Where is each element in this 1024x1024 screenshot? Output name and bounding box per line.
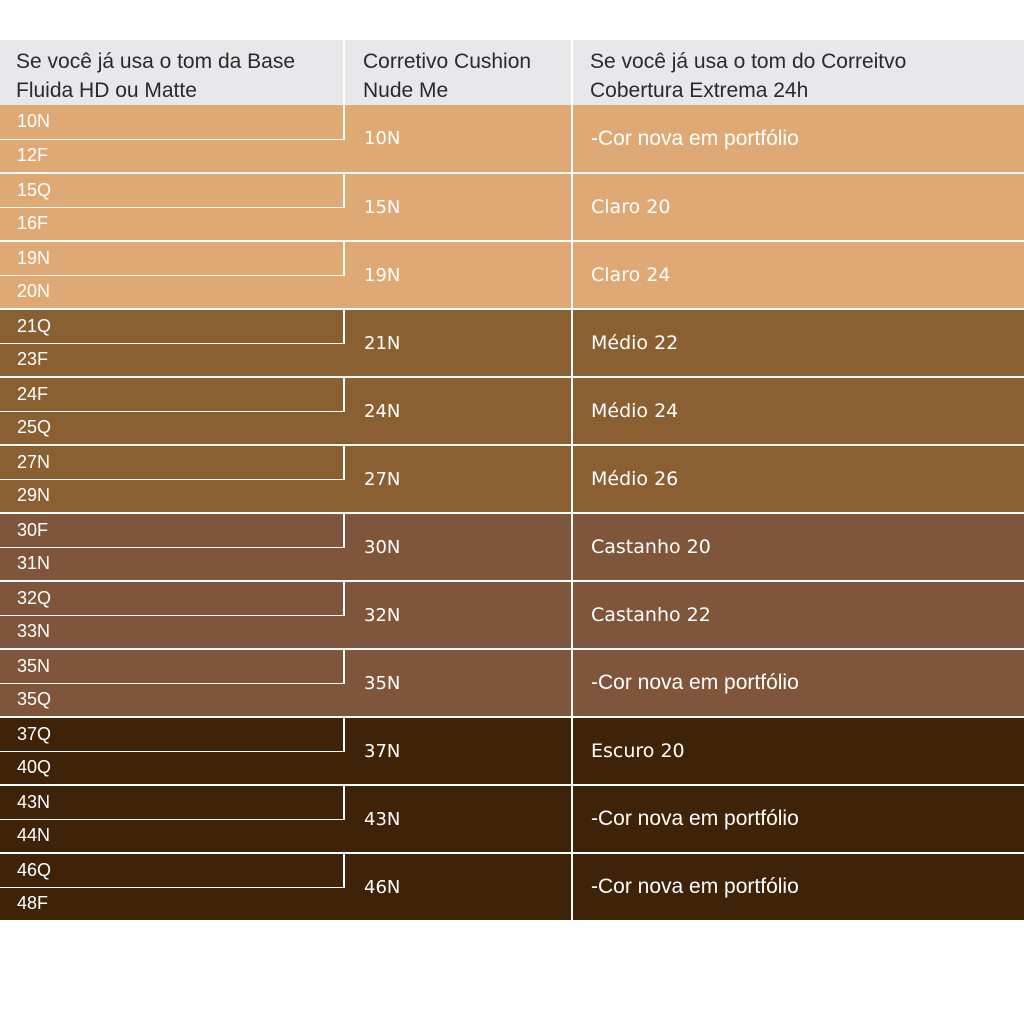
header-extrema-line2: Cobertura Extrema 24h: [590, 79, 809, 102]
base-shade-cell: 37Q: [0, 717, 345, 752]
base-shade-cell: 23F: [0, 343, 344, 378]
header-cushion-line2: Nude Me: [363, 79, 449, 102]
base-shade-cell: 15Q: [0, 173, 345, 208]
cushion-shade-cell: 15N: [344, 173, 573, 242]
cushion-shade-cell: 43N: [344, 785, 573, 854]
extrema-shade-cell: Claro 20: [572, 173, 1024, 242]
table-row: 44N: [0, 819, 1024, 854]
extrema-shade-cell: Claro 24: [572, 241, 1024, 310]
cushion-shade-cell: 30N: [344, 513, 573, 582]
table-row: 15Q 15N Claro 20: [0, 173, 1024, 242]
table-row: 23F: [0, 343, 1024, 378]
cushion-shade-cell: 35N: [344, 649, 573, 718]
base-shade-cell: 46Q: [0, 853, 345, 888]
base-shade-cell: 44N: [0, 819, 344, 854]
table-row: 40Q: [0, 751, 1024, 786]
table-body: 10N 10N -Cor nova em portfólio 12F 15Q 15N Cla…: [0, 105, 1024, 922]
table-row: 24F 24N Médio 24: [0, 377, 1024, 446]
shade-comparison-table: Se você já usa o tom da Base Fluida HD o…: [0, 40, 1024, 922]
extrema-shade-cell: -Cor nova em portfólio: [572, 785, 1024, 854]
table-row: 35N 35N -Cor nova em portfólio: [0, 649, 1024, 718]
table-row: 43N 43N -Cor nova em portfólio: [0, 785, 1024, 854]
base-shade-cell: 19N: [0, 241, 345, 276]
header-base-line1: Se você já usa o tom da Base: [16, 50, 295, 73]
base-shade-cell: 25Q: [0, 411, 344, 446]
cushion-shade-cell: 24N: [344, 377, 573, 446]
header-base: Se você já usa o tom da Base Fluida HD o…: [0, 40, 345, 105]
table-row: 37Q 37N Escuro 20: [0, 717, 1024, 786]
cushion-shade-cell: 21N: [344, 309, 573, 378]
base-shade-cell: 27N: [0, 445, 345, 480]
base-shade-cell: 20N: [0, 275, 344, 310]
cushion-shade-cell: 19N: [344, 241, 573, 310]
extrema-shade-cell: Escuro 20: [572, 717, 1024, 786]
table-row: 32Q 32N Castanho 22: [0, 581, 1024, 650]
base-shade-cell: 10N: [0, 105, 345, 140]
table-row: 16F: [0, 207, 1024, 242]
table-row: 48F: [0, 887, 1024, 922]
base-shade-cell: 24F: [0, 377, 345, 412]
cushion-shade-cell: 32N: [344, 581, 573, 650]
base-shade-cell: 40Q: [0, 751, 344, 786]
extrema-shade-cell: Castanho 22: [572, 581, 1024, 650]
base-shade-cell: 29N: [0, 479, 344, 514]
header-extrema-line1: Se você já usa o tom do Correitvo: [590, 50, 907, 73]
table-row: 19N 19N Claro 24: [0, 241, 1024, 310]
table-row: 12F: [0, 139, 1024, 174]
extrema-shade-cell: Médio 24: [572, 377, 1024, 446]
table-row: 21Q 21N Médio 22: [0, 309, 1024, 378]
table-row: 35Q: [0, 683, 1024, 718]
extrema-shade-cell: Médio 26: [572, 445, 1024, 514]
base-shade-cell: 32Q: [0, 581, 345, 616]
table-row: 27N 27N Médio 26: [0, 445, 1024, 514]
base-shade-cell: 35Q: [0, 683, 344, 718]
base-shade-cell: 30F: [0, 513, 345, 548]
base-shade-cell: 21Q: [0, 309, 345, 344]
table-row: 46Q 46N -Cor nova em portfólio: [0, 853, 1024, 922]
extrema-shade-cell: Castanho 20: [572, 513, 1024, 582]
table-row: 30F 30N Castanho 20: [0, 513, 1024, 582]
base-shade-cell: 33N: [0, 615, 344, 650]
extrema-shade-cell: Médio 22: [572, 309, 1024, 378]
header-cushion: Corretivo Cushion Nude Me: [344, 40, 573, 105]
extrema-shade-cell: -Cor nova em portfólio: [572, 105, 1024, 174]
table-row: 10N 10N -Cor nova em portfólio: [0, 105, 1024, 174]
base-shade-cell: 12F: [0, 139, 344, 174]
table-row: 33N: [0, 615, 1024, 650]
header-row: Se você já usa o tom da Base Fluida HD o…: [0, 40, 1024, 105]
table-row: 25Q: [0, 411, 1024, 446]
cushion-shade-cell: 46N: [344, 853, 573, 922]
header-base-line2: Fluida HD ou Matte: [16, 79, 197, 102]
base-shade-cell: 31N: [0, 547, 344, 582]
header-extrema: Se você já usa o tom do Correitvo Cobert…: [572, 40, 1024, 105]
base-shade-cell: 43N: [0, 785, 345, 820]
table-row: 31N: [0, 547, 1024, 582]
cushion-shade-cell: 37N: [344, 717, 573, 786]
cushion-shade-cell: 10N: [344, 105, 573, 174]
extrema-shade-cell: -Cor nova em portfólio: [572, 649, 1024, 718]
cushion-shade-cell: 27N: [344, 445, 573, 514]
base-shade-cell: 48F: [0, 887, 344, 922]
base-shade-cell: 16F: [0, 207, 344, 242]
extrema-shade-cell: -Cor nova em portfólio: [572, 853, 1024, 922]
table-row: 20N: [0, 275, 1024, 310]
base-shade-cell: 35N: [0, 649, 345, 684]
table-row: 29N: [0, 479, 1024, 514]
header-cushion-line1: Corretivo Cushion: [363, 50, 532, 73]
